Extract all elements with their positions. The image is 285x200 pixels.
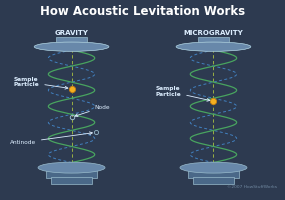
- Ellipse shape: [38, 162, 105, 173]
- Text: Sample
Particle: Sample Particle: [156, 86, 210, 101]
- Bar: [188, 166, 239, 178]
- Ellipse shape: [176, 42, 251, 51]
- Bar: [56, 37, 87, 46]
- Bar: [193, 177, 234, 184]
- Text: How Acoustic Levitation Works: How Acoustic Levitation Works: [40, 5, 245, 18]
- Text: Sample
Particle: Sample Particle: [14, 77, 68, 89]
- Text: GRAVITY: GRAVITY: [55, 30, 88, 36]
- Text: Antinode: Antinode: [10, 132, 92, 145]
- Bar: [46, 166, 97, 178]
- Ellipse shape: [180, 162, 247, 173]
- Text: ©2007 HowStuffWorks: ©2007 HowStuffWorks: [227, 185, 277, 189]
- Text: Node: Node: [75, 105, 110, 117]
- Bar: [198, 37, 229, 46]
- Ellipse shape: [34, 42, 109, 51]
- Text: MICROGRAVITY: MICROGRAVITY: [184, 30, 243, 36]
- Bar: [51, 177, 92, 184]
